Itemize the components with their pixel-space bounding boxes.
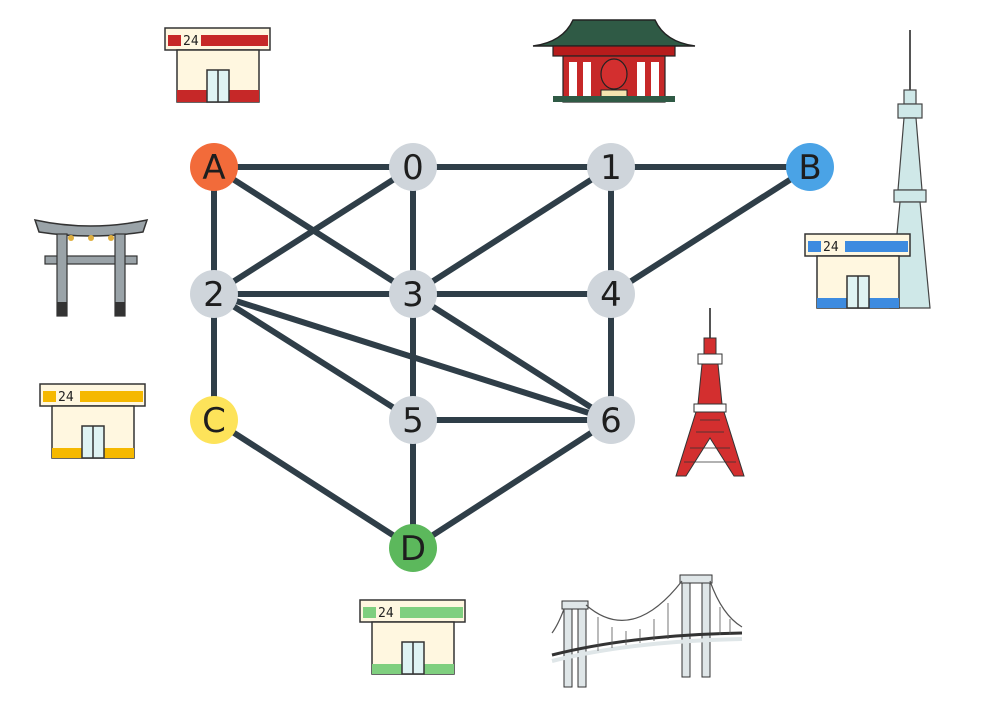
convenience-store-icon: 24 <box>804 233 911 309</box>
node-circle <box>190 143 238 191</box>
node-circle <box>190 270 238 318</box>
node-label: C <box>202 401 226 441</box>
node-label: 4 <box>600 275 622 315</box>
node-0: 0 <box>389 143 437 191</box>
store-sign-text: 24 <box>378 606 394 621</box>
node-label: D <box>400 529 426 569</box>
node-B: B <box>786 143 834 191</box>
graph-nodes: A 0 1 B 2 3 4 C 5 6 D <box>190 143 834 572</box>
torii-gate-icon <box>33 218 149 317</box>
node-circle <box>389 270 437 318</box>
edge-3-6 <box>410 291 614 423</box>
node-circle <box>389 524 437 572</box>
node-label: 2 <box>203 275 225 315</box>
node-label: 6 <box>600 401 622 441</box>
node-D: D <box>389 524 437 572</box>
node-4: 4 <box>587 270 635 318</box>
edge-6-D <box>410 417 614 551</box>
node-circle <box>389 143 437 191</box>
edge-1-3 <box>410 164 614 297</box>
store-sign-text: 24 <box>823 240 839 255</box>
store-sign-band <box>201 35 268 46</box>
node-circle <box>389 396 437 444</box>
skytree-tower-icon <box>889 30 931 309</box>
node-circle <box>587 270 635 318</box>
node-label: B <box>798 148 821 188</box>
convenience-store-icon: 24 <box>39 383 146 459</box>
edge-B-4 <box>608 164 813 297</box>
node-5: 5 <box>389 396 437 444</box>
edge-2-5 <box>211 291 416 423</box>
node-label: 3 <box>402 275 424 315</box>
node-C: C <box>190 396 238 444</box>
node-6: 6 <box>587 396 635 444</box>
node-1: 1 <box>587 143 635 191</box>
node-circle <box>190 396 238 444</box>
node-label: 0 <box>402 148 424 188</box>
convenience-store-icon: 24 <box>164 27 271 103</box>
node-circle <box>587 396 635 444</box>
node-A: A <box>190 143 238 191</box>
edge-C-D <box>211 417 416 551</box>
tokyo-tower-icon <box>675 308 745 477</box>
node-label: 1 <box>600 148 622 188</box>
convenience-store-icon: 24 <box>359 599 466 675</box>
node-circle <box>786 143 834 191</box>
node-3: 3 <box>389 270 437 318</box>
node-label: A <box>202 148 225 188</box>
edge-0-2 <box>211 164 416 297</box>
suspension-bridge-icon <box>551 574 743 688</box>
node-2: 2 <box>190 270 238 318</box>
temple-gate-icon <box>532 19 696 103</box>
node-label: 5 <box>402 401 424 441</box>
store-sign-text: 24 <box>58 390 74 405</box>
node-circle <box>587 143 635 191</box>
store-sign-text: 24 <box>183 34 199 49</box>
graph-edges <box>211 164 813 551</box>
